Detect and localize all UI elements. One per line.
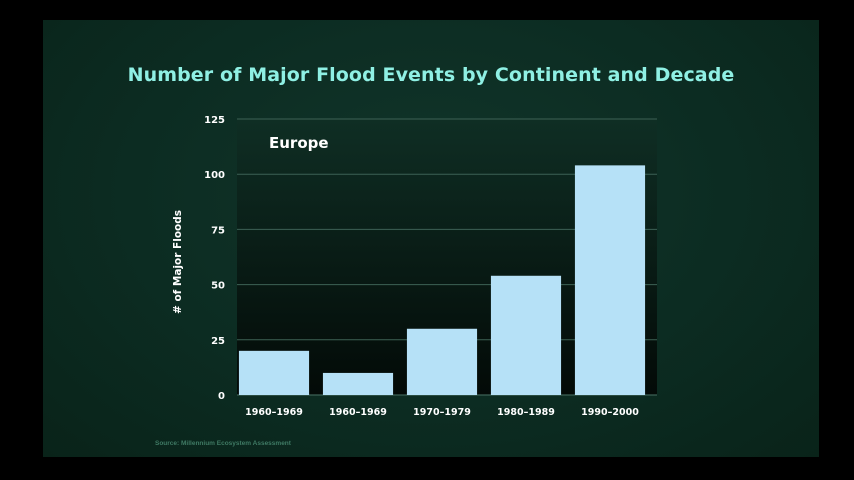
panel-label: Europe: [269, 134, 329, 152]
y-tick-label: 25: [211, 336, 225, 347]
x-tick-label: 1980–1989: [497, 407, 555, 418]
y-tick-label: 50: [211, 281, 225, 292]
x-tick-label: 1990–2000: [581, 407, 639, 418]
bar: [490, 275, 562, 395]
bar: [406, 328, 478, 395]
y-tick-label: 75: [211, 225, 225, 236]
x-tick-labels: 1960–1969 1960–1969 1970–1979 1980–1989 1990…: [245, 407, 639, 418]
y-tick-labels: 0 25 50 75 100 125: [204, 115, 225, 402]
y-tick-label: 0: [218, 391, 225, 402]
bar: [322, 372, 394, 395]
source-note: Source: Millennium Ecosystem Assessment: [155, 440, 291, 447]
bar: [238, 350, 310, 395]
bars: [238, 165, 646, 395]
x-tick-label: 1960–1969: [245, 407, 303, 418]
x-tick-label: 1970–1979: [413, 407, 471, 418]
y-tick-label: 100: [204, 170, 225, 181]
x-tick-label: 1960–1969: [329, 407, 387, 418]
chart-title: Number of Major Flood Events by Continen…: [127, 64, 735, 86]
bar: [574, 165, 646, 395]
y-axis-label: # of Major Floods: [172, 210, 184, 314]
y-tick-label: 125: [204, 115, 225, 126]
